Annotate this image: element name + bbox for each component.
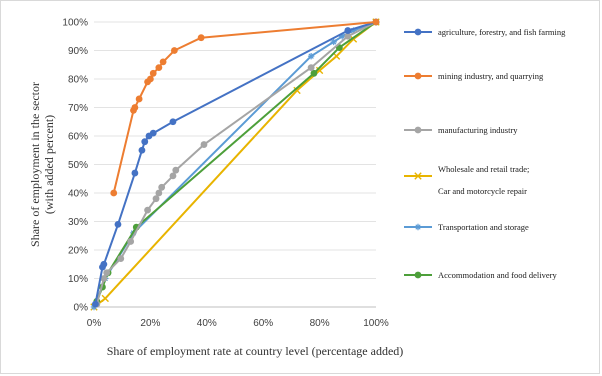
legend-item: Accommodation and food delivery: [404, 270, 557, 280]
legend-label: Car and motorcycle repair: [438, 186, 527, 196]
data-point: [315, 66, 324, 75]
data-point: [200, 141, 208, 148]
x-tick-label: 0%: [87, 318, 102, 329]
legend: agriculture, forestry, and fish farming m…: [404, 27, 566, 280]
y-tick-label: 90%: [68, 46, 88, 57]
data-point: [117, 255, 125, 262]
data-point: [155, 64, 163, 71]
data-point: [138, 146, 146, 154]
data-point: [414, 223, 422, 231]
data-point: [169, 172, 177, 180]
y-axis-label-line: (with added percent): [42, 115, 56, 214]
data-point: [144, 206, 151, 214]
x-tick-label: 60%: [253, 318, 273, 329]
data-point: [330, 38, 337, 46]
y-axis-label: Share of employment in the sector(with a…: [28, 82, 56, 247]
data-point: [131, 169, 139, 177]
y-tick-label: 80%: [68, 75, 88, 86]
y-tick-label: 30%: [68, 217, 88, 228]
x-axis-ticks: 0% 20% 40% 60% 80% 100%: [87, 318, 389, 329]
data-point: [147, 75, 154, 83]
y-axis-label-line: Share of employment in the sector: [28, 82, 42, 247]
y-tick-label: 100%: [62, 18, 88, 29]
data-point: [103, 269, 111, 277]
data-point: [141, 138, 149, 146]
data-point: [344, 27, 352, 34]
data-point: [152, 195, 160, 203]
data-point: [110, 189, 118, 197]
series-5: [93, 18, 380, 305]
data-point: [100, 275, 108, 282]
data-point: [344, 32, 352, 40]
y-axis-ticks: 0% 10% 20% 30% 40% 50% 60% 70% 80% 90% 100%: [62, 18, 88, 314]
legend-label: mining industry, and quarrying: [438, 71, 544, 81]
y-tick-label: 70%: [68, 103, 88, 114]
data-point: [338, 33, 346, 40]
x-tick-label: 20%: [140, 318, 160, 329]
data-point: [350, 27, 357, 34]
data-point: [414, 271, 422, 279]
data-point: [135, 95, 143, 103]
data-point: [293, 86, 301, 95]
legend-item: agriculture, forestry, and fish farming: [404, 27, 566, 37]
data-point: [169, 118, 177, 126]
series-line: [94, 21, 377, 305]
x-axis-label: Share of employment rate at country leve…: [107, 344, 404, 358]
data-point: [100, 260, 108, 268]
data-point: [159, 58, 167, 66]
y-tick-label: 50%: [68, 160, 88, 171]
legend-item: Transportation and storage: [404, 222, 529, 232]
legend-label: Accommodation and food delivery: [438, 270, 557, 280]
data-point: [414, 126, 422, 134]
data-point: [332, 52, 341, 60]
y-tick-label: 60%: [68, 132, 88, 143]
data-point: [414, 172, 422, 180]
data-point: [414, 28, 422, 36]
legend-label: Wholesale and retail trade;: [438, 164, 529, 174]
data-point: [158, 183, 166, 191]
legend-item: manufacturing industry: [404, 125, 518, 135]
data-point: [197, 34, 205, 42]
data-point: [155, 189, 163, 197]
series-group: [90, 18, 380, 311]
data-point: [101, 294, 109, 303]
data-point: [149, 129, 157, 137]
data-point: [310, 69, 318, 77]
x-tick-label: 100%: [363, 318, 389, 329]
data-point: [172, 166, 180, 174]
legend-label: manufacturing industry: [438, 125, 518, 135]
y-tick-label: 20%: [68, 246, 88, 257]
legend-item: Wholesale and retail trade; Car and motor…: [404, 164, 529, 196]
data-point: [149, 69, 157, 77]
data-point: [131, 104, 139, 111]
y-tick-label: 10%: [68, 274, 88, 285]
series-1: [110, 18, 380, 197]
data-point: [414, 72, 422, 80]
legend-label: agriculture, forestry, and fish farming: [438, 27, 566, 37]
x-tick-label: 80%: [310, 318, 330, 329]
series-0: [92, 18, 380, 308]
data-point: [307, 53, 315, 60]
data-point: [114, 220, 122, 228]
y-tick-label: 0%: [74, 303, 89, 314]
data-point: [170, 47, 178, 54]
x-tick-label: 40%: [197, 318, 217, 329]
legend-item: mining industry, and quarrying: [404, 71, 544, 81]
y-tick-label: 40%: [68, 189, 88, 200]
data-point: [307, 64, 315, 71]
data-point: [127, 238, 135, 245]
data-point: [92, 300, 99, 308]
legend-label: Transportation and storage: [438, 222, 529, 232]
data-point: [372, 18, 380, 26]
gridlines: [94, 21, 376, 279]
